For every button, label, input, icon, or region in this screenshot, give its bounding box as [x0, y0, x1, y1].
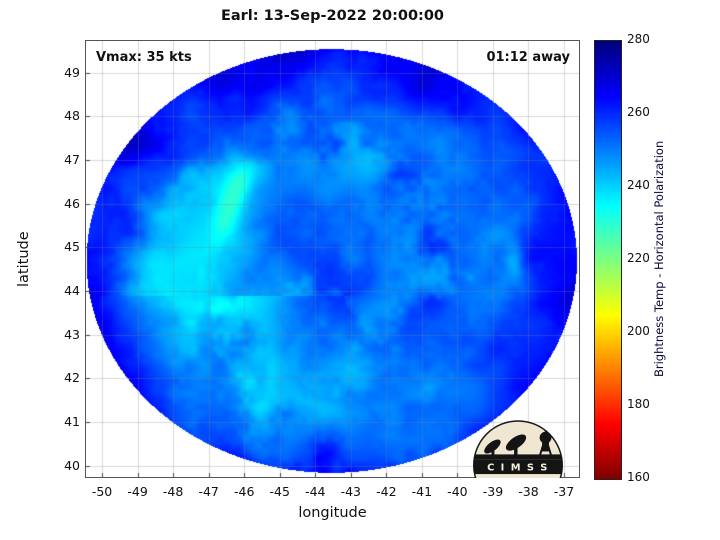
x-tick-label: -50 — [91, 484, 113, 499]
y-tick-label: 43 — [64, 326, 80, 342]
x-tick-label: -40 — [447, 484, 468, 499]
y-tick-label: 48 — [64, 108, 80, 124]
x-tick-label: -43 — [340, 484, 362, 499]
satellite-dish-icon — [484, 439, 501, 457]
y-tick-label: 49 — [64, 64, 80, 80]
logo-ground — [473, 454, 563, 460]
colorbar-tick-label: 180 — [627, 397, 650, 411]
colorbar-tick-label: 260 — [627, 105, 650, 119]
x-tick-label: -39 — [482, 484, 504, 499]
x-tick-label: -42 — [376, 484, 397, 499]
colorbar-tick-label: 240 — [627, 178, 650, 192]
x-tick-label: -47 — [198, 484, 219, 499]
y-tick-label: 47 — [64, 152, 80, 168]
y-tick-label: 42 — [64, 370, 80, 386]
x-tick-label: -37 — [553, 484, 575, 499]
brightness-temp-canvas — [85, 40, 580, 478]
x-tick-label: -46 — [233, 484, 255, 499]
x-tick-label: -38 — [518, 484, 539, 499]
cimss-logo: C I M S S — [470, 419, 566, 478]
colorbar — [594, 40, 622, 480]
y-tick-label: 45 — [64, 239, 80, 255]
y-axis-label: latitude — [16, 231, 32, 287]
satellite-dish-icon — [505, 434, 527, 457]
logo-text: C I M S S — [487, 463, 549, 474]
colorbar-label: Brightness Temp - Horizontal Polarizatio… — [652, 140, 666, 378]
x-tick-label: -41 — [411, 484, 433, 499]
plot-title: Earl: 13-Sep-2022 20:00:00 — [220, 8, 445, 24]
x-tick-label: -49 — [127, 484, 148, 499]
colorbar-gradient — [595, 41, 621, 479]
y-tick-label: 40 — [64, 457, 80, 473]
x-axis-label: longitude — [298, 505, 367, 521]
y-tick-label: 41 — [64, 414, 80, 430]
eta-annotation: 01:12 away — [486, 50, 570, 65]
x-tick-label: -45 — [269, 484, 290, 499]
plot-area — [85, 40, 580, 478]
colorbar-tick-label: 280 — [627, 32, 650, 46]
y-tick-label: 46 — [64, 195, 80, 211]
colorbar-tick-label: 160 — [627, 470, 650, 484]
colorbar-tick-label: 220 — [627, 251, 650, 265]
logo-band — [473, 459, 563, 475]
colorbar-tick-label: 200 — [627, 324, 650, 338]
y-tick-label: 44 — [64, 283, 80, 299]
water-tower-icon — [538, 426, 553, 457]
x-tick-label: -44 — [305, 484, 326, 499]
x-tick-label: -48 — [162, 484, 184, 499]
cimss-logo-graphic: C I M S S — [473, 420, 563, 478]
vmax-annotation: Vmax: 35 kts — [96, 50, 192, 65]
